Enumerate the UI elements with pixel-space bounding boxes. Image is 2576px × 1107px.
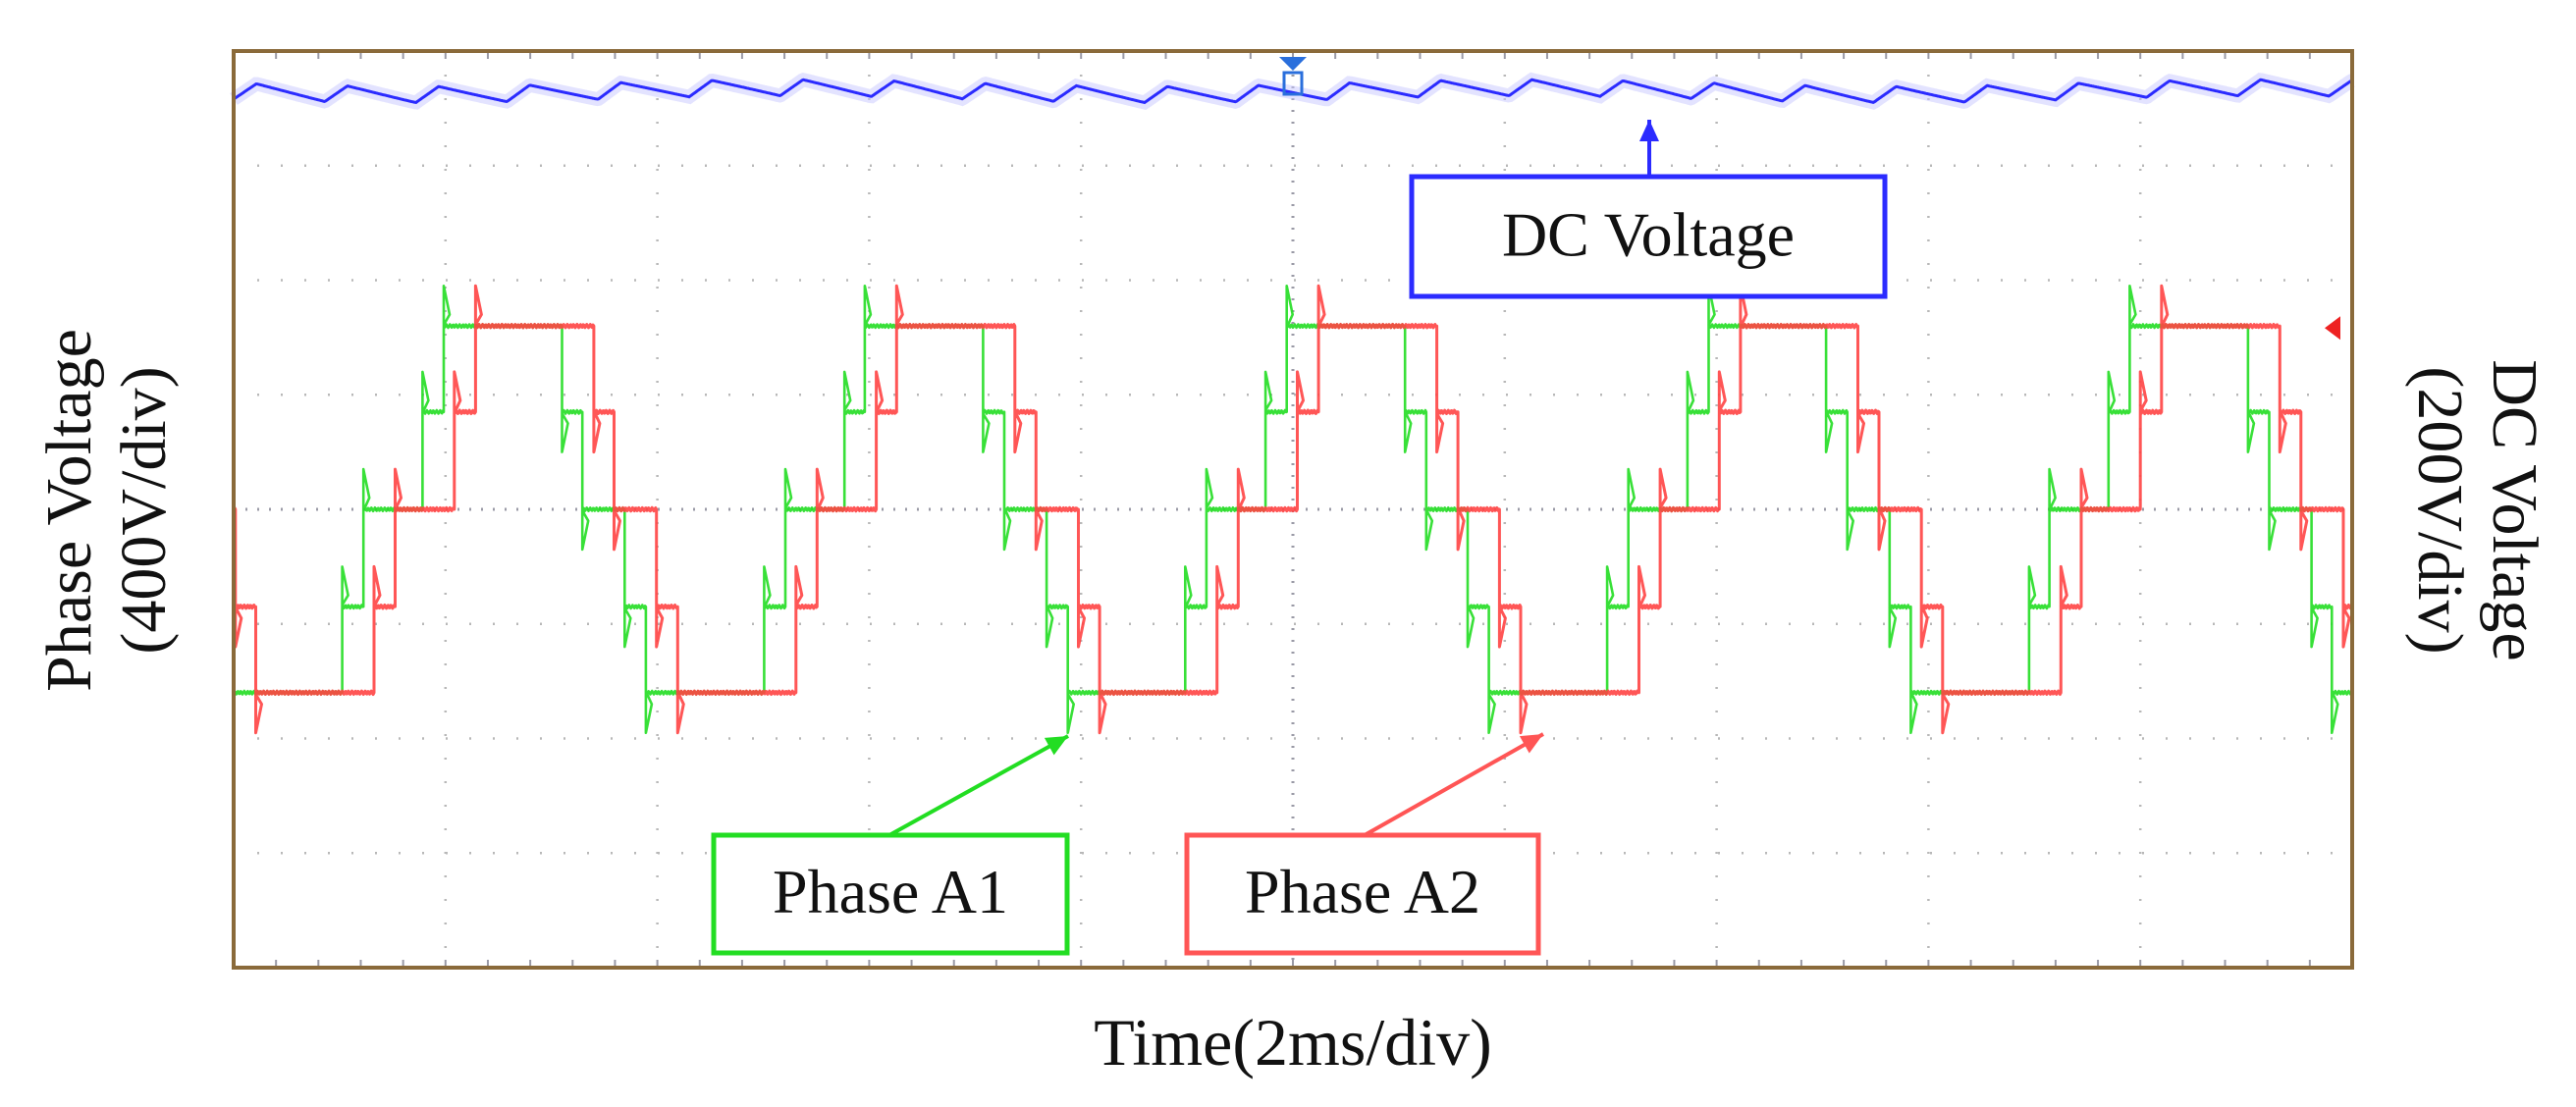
trigger-position-marker	[1279, 57, 1307, 71]
annotations: DC Voltage Phase A1 Phase A2	[711, 120, 1888, 956]
x-axis-label: Time(2ms/div)	[1094, 1005, 1492, 1080]
annotation-phase-a2-arrow-head	[1519, 734, 1543, 754]
plot-frame	[232, 49, 2354, 970]
trigger-marker-box	[1282, 71, 1304, 96]
y-axis-label-right: DC Voltage (200V/div)	[2404, 359, 2550, 660]
markers	[1279, 57, 2340, 341]
annotation-phase-a2-arrow-line	[1364, 732, 1544, 837]
series-phase-a2	[232, 284, 2353, 735]
series-dc-voltage	[233, 78, 2353, 105]
y-axis-label-left-line2: (400V/div)	[108, 366, 180, 654]
annotation-phase-a1-arrow-head	[1044, 736, 1068, 756]
annotation-phase-a2-label: Phase A2	[1245, 857, 1480, 926]
annotation-phase-a1-arrow-line	[888, 734, 1069, 837]
annotation-phase-a1-box	[711, 832, 1070, 956]
y-axis-label-right-line2: (200V/div)	[2404, 366, 2476, 654]
y-axis-label-left: Phase Voltage (400V/div)	[33, 329, 180, 692]
annotation-phase-a1-label: Phase A1	[773, 857, 1008, 926]
y-axis-label-right-line1: DC Voltage	[2479, 359, 2550, 660]
annotation-dc-voltage-arrow-head	[1639, 120, 1659, 141]
annotation-dc-voltage-label: DC Voltage	[1502, 200, 1795, 270]
annotation-dc-voltage-box	[1409, 174, 1888, 299]
annotation-phase-a2-box	[1184, 832, 1541, 956]
y-axis-label-left-line1: Phase Voltage	[33, 329, 105, 692]
trigger-level-marker	[2325, 316, 2340, 341]
traces	[230, 72, 2355, 735]
